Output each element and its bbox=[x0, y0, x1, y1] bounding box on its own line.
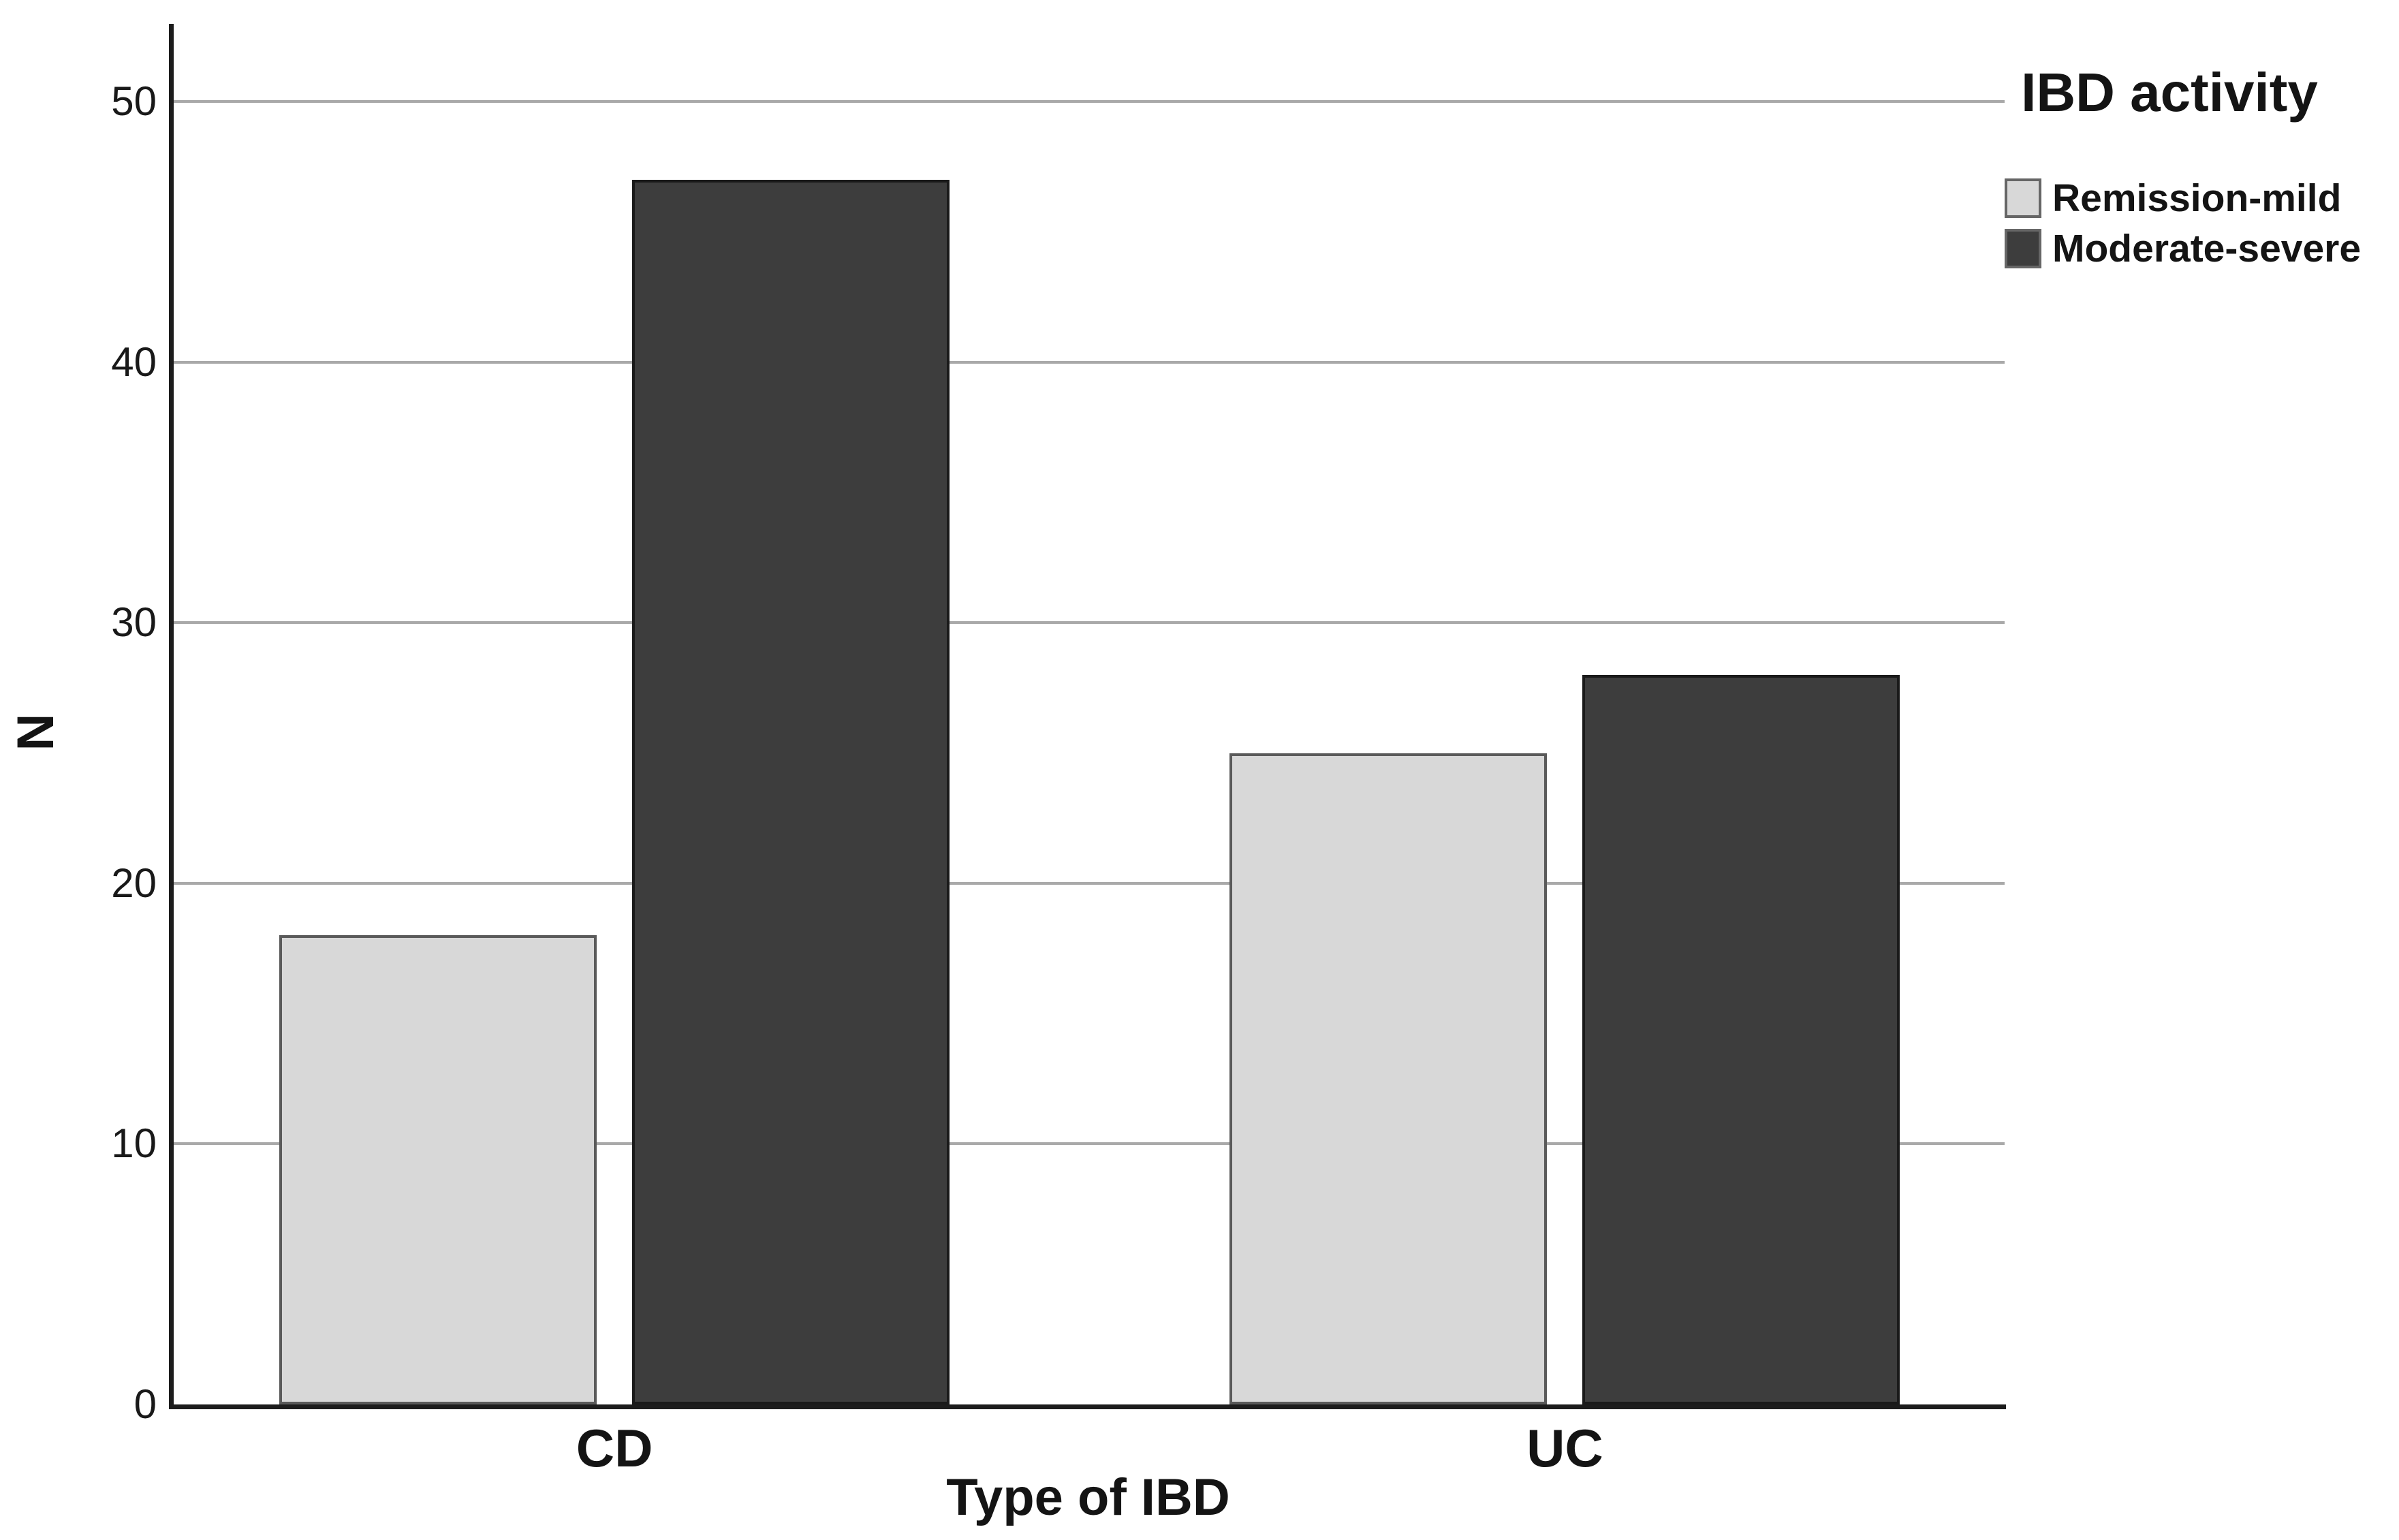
y-tick-label-10: 10 bbox=[111, 1120, 157, 1167]
legend-item-moderate-severe: Moderate-severe bbox=[2005, 227, 2387, 270]
bar-cd-remission-mild bbox=[279, 935, 597, 1404]
x-axis-line bbox=[169, 1404, 2006, 1409]
y-tick-label-0: 0 bbox=[134, 1381, 157, 1427]
legend-items: Remission-mild Moderate-severe bbox=[1979, 177, 2387, 270]
bar-cd-moderate-severe bbox=[632, 179, 950, 1404]
y-axis-title: N bbox=[7, 713, 65, 751]
gridline-y-40 bbox=[172, 360, 2005, 364]
legend-swatch-remission-mild bbox=[2005, 178, 2041, 218]
x-axis-title: Type of IBD bbox=[946, 1468, 1230, 1526]
bar-uc-remission-mild bbox=[1229, 753, 1548, 1404]
bar-uc-moderate-severe bbox=[1582, 674, 1900, 1404]
legend-swatch-moderate-severe bbox=[2005, 229, 2041, 268]
x-tick-label-uc: UC bbox=[1526, 1418, 1603, 1478]
gridline-y-10 bbox=[172, 1142, 2005, 1146]
x-tick-label-cd: CD bbox=[576, 1418, 653, 1478]
gridline-y-50 bbox=[172, 100, 2005, 103]
y-tick-label-40: 40 bbox=[111, 339, 157, 385]
gridline-y-30 bbox=[172, 621, 2005, 625]
y-tick-label-30: 30 bbox=[111, 599, 157, 646]
legend-item-remission-mild: Remission-mild bbox=[2005, 177, 2387, 219]
y-tick-label-50: 50 bbox=[111, 78, 157, 124]
legend-label-remission-mild: Remission-mild bbox=[2052, 176, 2342, 220]
legend-label-moderate-severe: Moderate-severe bbox=[2052, 227, 2362, 270]
y-tick-label-20: 20 bbox=[111, 860, 157, 906]
legend-title: IBD activity bbox=[2021, 62, 2318, 123]
legend: IBD activity Remission-mild Moderate-seve… bbox=[1979, 60, 2387, 278]
gridline-y-20 bbox=[172, 881, 2005, 885]
y-axis-line bbox=[169, 24, 174, 1408]
